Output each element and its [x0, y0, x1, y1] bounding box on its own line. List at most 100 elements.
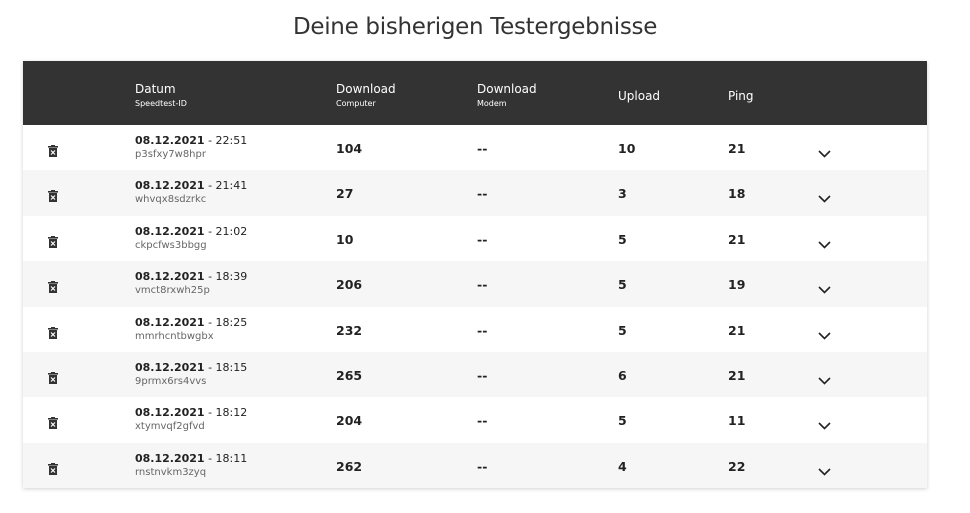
download-modem: -- — [477, 277, 488, 293]
upload: 5 — [618, 277, 627, 293]
delete-button[interactable] — [48, 142, 58, 161]
expand-button[interactable] — [818, 143, 831, 162]
delete-button[interactable] — [48, 369, 58, 388]
delete-button[interactable] — [48, 324, 58, 343]
ping: 21 — [728, 141, 746, 156]
time: - 18:39 — [208, 270, 248, 284]
header-sublabel: Modem — [477, 99, 507, 108]
speedtest-id: mmrhcntbwgbx — [135, 330, 214, 342]
date: 08.12.2021 — [135, 270, 205, 284]
download-modem: -- — [477, 413, 488, 429]
date: 08.12.2021 — [135, 315, 205, 329]
table-row: 08.12.2021 - 21:41 whvqx8sdzrkc 27 -- 3 18 — [23, 170, 927, 216]
speedtest-id: p3sfxy7w8hpr — [135, 149, 206, 160]
speedtest-id: vmct8rxwh25p — [135, 285, 210, 297]
delete-button[interactable] — [48, 278, 58, 297]
upload: 6 — [618, 368, 627, 383]
date: 08.12.2021 — [135, 134, 205, 147]
date-cell: 08.12.2021 - 18:15 9prmx6rs4vvs — [135, 361, 247, 387]
download-computer: 10 — [336, 231, 354, 247]
delete-button[interactable] — [48, 414, 58, 433]
upload: 5 — [618, 413, 627, 429]
speedtest-id: xtymvqf2gfvd — [135, 421, 205, 433]
date-cell: 08.12.2021 - 18:25 mmrhcntbwgbx — [135, 316, 247, 342]
download-computer: 206 — [336, 277, 363, 293]
speedtest-id: 9prmx6rs4vvs — [135, 376, 207, 387]
date-cell: 08.12.2021 - 21:41 whvqx8sdzrkc — [135, 179, 247, 205]
header-cell: Datum Speedtest-ID — [135, 82, 187, 108]
download-modem: -- — [477, 322, 488, 338]
time: - 22:51 — [208, 134, 248, 147]
download-computer: 27 — [336, 186, 354, 202]
table-row: 08.12.2021 - 18:39 vmct8rxwh25p 206 -- 5 19 — [23, 261, 927, 307]
ping: 21 — [728, 322, 746, 338]
table-row: 08.12.2021 - 18:12 xtymvqf2gfvd 204 -- 5 11 — [23, 397, 927, 442]
date-cell: 08.12.2021 - 21:02 ckpcfws3bbgg — [135, 225, 247, 251]
speedtest-id: whvqx8sdzrkc — [135, 194, 207, 206]
speedtest-id: rnstnvkm3zyq — [135, 466, 207, 478]
date: 08.12.2021 — [135, 361, 205, 374]
expand-button[interactable] — [818, 461, 831, 480]
header-cell: Download Computer — [336, 82, 396, 108]
download-computer: 104 — [336, 141, 363, 156]
results-table: Datum Speedtest-ID Download Computer Downloa… — [23, 61, 927, 489]
download-modem: -- — [477, 368, 488, 383]
ping: 18 — [728, 186, 746, 202]
ping: 11 — [728, 413, 746, 429]
date: 08.12.2021 — [135, 179, 205, 193]
time: - 21:41 — [208, 179, 248, 193]
date-cell: 08.12.2021 - 18:39 vmct8rxwh25p — [135, 270, 247, 296]
delete-button[interactable] — [48, 233, 58, 252]
table-row: 08.12.2021 - 18:15 9prmx6rs4vvs 265 -- 6 21 — [23, 352, 927, 398]
ping: 22 — [728, 458, 746, 474]
expand-button[interactable] — [818, 325, 831, 344]
header-label: Download — [336, 82, 396, 96]
delete-button[interactable] — [48, 187, 58, 206]
delete-button[interactable] — [48, 460, 58, 479]
header-cell: Upload — [618, 89, 660, 103]
download-computer: 204 — [336, 413, 363, 429]
table-row: 08.12.2021 - 21:02 ckpcfws3bbgg 10 -- 5 21 — [23, 216, 927, 261]
table-row: 08.12.2021 - 18:25 mmrhcntbwgbx 232 -- 5 21 — [23, 307, 927, 352]
expand-button[interactable] — [818, 279, 831, 298]
time: - 21:02 — [208, 224, 248, 238]
header-cell: Download Modem — [477, 82, 537, 108]
download-computer: 232 — [336, 322, 363, 338]
header-sublabel: Computer — [336, 99, 376, 108]
header-cell: Ping — [728, 89, 754, 103]
date-cell: 08.12.2021 - 18:11 rnstnvkm3zyq — [135, 452, 247, 478]
speedtest-id: ckpcfws3bbgg — [135, 239, 207, 251]
expand-button[interactable] — [818, 415, 831, 434]
header-label: Ping — [728, 89, 754, 103]
table-header: Datum Speedtest-ID Download Computer Downloa… — [23, 61, 927, 125]
download-modem: -- — [477, 141, 488, 156]
table-row: 08.12.2021 - 22:51 p3sfxy7w8hpr 104 -- 10 21 — [23, 125, 927, 170]
page-title: Deine bisherigen Testergebnisse — [292, 14, 658, 40]
header-sublabel: Speedtest-ID — [135, 99, 187, 108]
time: - 18:25 — [208, 315, 248, 329]
date: 08.12.2021 — [135, 406, 205, 420]
ping: 21 — [728, 231, 746, 247]
expand-button[interactable] — [818, 234, 831, 253]
upload: 5 — [618, 322, 627, 338]
date-cell: 08.12.2021 - 22:51 p3sfxy7w8hpr — [135, 134, 247, 160]
download-computer: 262 — [336, 458, 363, 474]
header-label: Datum — [135, 82, 176, 96]
expand-button[interactable] — [818, 370, 831, 389]
download-modem: -- — [477, 186, 488, 202]
time: - 18:15 — [208, 361, 248, 374]
upload: 5 — [618, 231, 627, 247]
date: 08.12.2021 — [135, 224, 205, 238]
date: 08.12.2021 — [135, 451, 205, 465]
expand-button[interactable] — [818, 188, 831, 207]
download-computer: 265 — [336, 368, 363, 383]
download-modem: -- — [477, 231, 488, 247]
table-row: 08.12.2021 - 18:11 rnstnvkm3zyq 262 -- 4 22 — [23, 442, 927, 489]
upload: 10 — [618, 141, 636, 156]
time: - 18:12 — [208, 406, 248, 420]
upload: 3 — [618, 186, 627, 202]
date-cell: 08.12.2021 - 18:12 xtymvqf2gfvd — [135, 406, 247, 432]
ping: 19 — [728, 277, 746, 293]
header-label: Download — [477, 82, 537, 96]
